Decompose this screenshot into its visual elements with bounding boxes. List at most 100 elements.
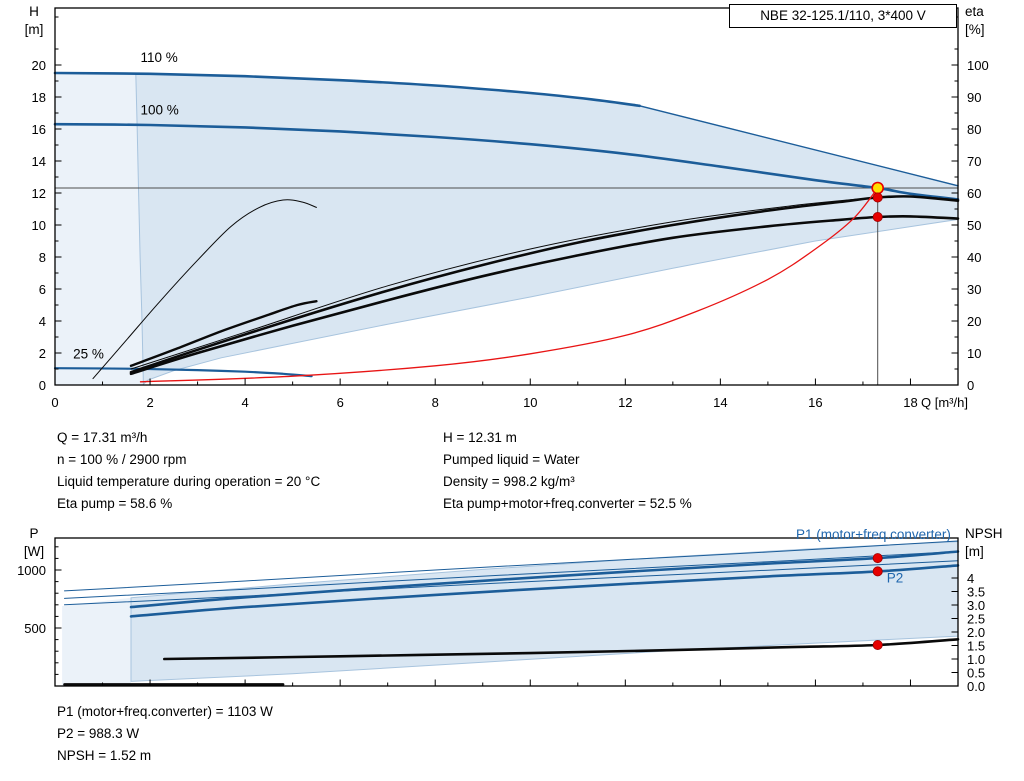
svg-text:1.5: 1.5 xyxy=(967,638,985,653)
svg-text:20: 20 xyxy=(32,58,46,73)
power-results: P1 (motor+freq.converter) = 1103 W P2 = … xyxy=(57,701,273,767)
svg-text:1.0: 1.0 xyxy=(967,652,985,667)
svg-text:18: 18 xyxy=(903,395,917,410)
svg-text:10: 10 xyxy=(967,346,981,361)
q-axis-label: Q [m³/h] xyxy=(921,395,968,410)
p2-curve xyxy=(129,564,960,618)
svg-text:90: 90 xyxy=(967,90,981,105)
duty-point[interactable] xyxy=(871,181,885,195)
svg-text:6: 6 xyxy=(39,282,46,297)
h-axis-name: H xyxy=(29,4,39,19)
npsh-axis-title: NPSH [m] xyxy=(965,525,1003,561)
qh-plot-border xyxy=(54,7,959,386)
svg-text:3.5: 3.5 xyxy=(967,584,985,599)
npsh-point[interactable] xyxy=(872,640,883,651)
result-p2: P2 = 988.3 W xyxy=(57,726,140,741)
svg-text:4: 4 xyxy=(967,571,974,586)
speed-25-curve xyxy=(53,367,313,378)
power-npsh-tick-labels: 500 1000 0.00.51.01.52.02.53.03.54 xyxy=(17,563,985,694)
power-envelope xyxy=(130,541,959,682)
duty-details-right: H = 12.31 m Pumped liquid = Water Densit… xyxy=(443,427,692,515)
svg-text:8: 8 xyxy=(432,395,439,410)
npsh-axis-unit: [m] xyxy=(965,544,984,559)
svg-text:8: 8 xyxy=(39,250,46,265)
label-p1: P1 (motor+freq.converter) xyxy=(796,527,951,542)
svg-text:10: 10 xyxy=(523,395,537,410)
svg-text:70: 70 xyxy=(967,154,981,169)
power-envelope-light xyxy=(62,597,131,686)
detail-eta-pump: Eta pump = 58.6 % xyxy=(57,496,173,511)
svg-text:500: 500 xyxy=(24,621,46,636)
detail-speed: n = 100 % / 2900 rpm xyxy=(57,452,187,467)
npsh-curve xyxy=(163,638,960,661)
eta-partload-thick xyxy=(129,300,318,367)
svg-text:0: 0 xyxy=(39,378,46,393)
pump-designation: NBE 32-125.1/110, 3*400 V xyxy=(760,8,926,23)
svg-text:12: 12 xyxy=(618,395,632,410)
detail-eta-total: Eta pump+motor+freq.converter = 52.5 % xyxy=(443,496,692,511)
svg-text:12: 12 xyxy=(32,186,46,201)
power-limit-line xyxy=(638,105,959,187)
qh-tick-labels: 0 2 4 6 8 10 12 14 16 18 Q [m³/h] 0 2 4 6 8 10 12 14 16 18 20… xyxy=(32,58,989,410)
eta-axis-name: eta xyxy=(965,4,984,19)
npsh-axis-name: NPSH xyxy=(965,526,1003,541)
detail-flow: Q = 17.31 m³/h xyxy=(57,430,148,445)
svg-text:80: 80 xyxy=(967,122,981,137)
svg-text:16: 16 xyxy=(808,395,822,410)
eta-partload-arc xyxy=(92,199,317,380)
eta-pump-point[interactable] xyxy=(872,192,883,203)
p-axis-name: P xyxy=(29,526,39,541)
svg-text:14: 14 xyxy=(32,154,46,169)
h-axis-title: H [m] xyxy=(13,3,55,39)
svg-text:2: 2 xyxy=(146,395,153,410)
eta-total-point[interactable] xyxy=(872,211,883,222)
svg-text:30: 30 xyxy=(967,282,981,297)
p-thin-lower xyxy=(64,560,959,606)
p1-point[interactable] xyxy=(872,553,883,564)
detail-density: Density = 998.2 kg/m³ xyxy=(443,474,575,489)
svg-text:100: 100 xyxy=(967,58,989,73)
qh-chart[interactable]: 0 2 4 6 8 10 12 14 16 18 Q [m³/h] 0 2 4 6 8 10 12 14 16 18 20… xyxy=(32,7,989,410)
svg-text:2.5: 2.5 xyxy=(967,611,985,626)
power-npsh-chart[interactable]: 500 1000 0.00.51.01.52.02.53.03.54 P1 (moto… xyxy=(17,527,985,694)
svg-text:3.0: 3.0 xyxy=(967,598,985,613)
label-25-percent: 25 % xyxy=(73,347,104,362)
svg-text:0: 0 xyxy=(51,395,58,410)
svg-text:6: 6 xyxy=(337,395,344,410)
p1-envelope-top xyxy=(64,540,959,592)
label-p2: P2 xyxy=(887,570,904,585)
svg-text:10: 10 xyxy=(32,218,46,233)
qh-axis-ticks xyxy=(54,16,958,386)
svg-text:60: 60 xyxy=(967,186,981,201)
detail-pumped-liquid: Pumped liquid = Water xyxy=(443,452,580,467)
svg-text:40: 40 xyxy=(967,250,981,265)
power-npsh-axis-ticks xyxy=(54,546,958,687)
eta-axis-unit: [%] xyxy=(965,22,985,37)
detail-liquid-temperature: Liquid temperature during operation = 20… xyxy=(57,474,321,489)
eta-axis-title: eta [%] xyxy=(965,3,985,39)
label-110-percent: 110 % xyxy=(141,50,178,65)
svg-text:14: 14 xyxy=(713,395,727,410)
p2-point[interactable] xyxy=(872,566,883,577)
svg-text:16: 16 xyxy=(32,122,46,137)
result-p1: P1 (motor+freq.converter) = 1103 W xyxy=(57,704,273,719)
svg-text:0.5: 0.5 xyxy=(967,665,985,680)
svg-text:50: 50 xyxy=(967,218,981,233)
pump-designation-box: NBE 32-125.1/110, 3*400 V xyxy=(729,4,957,28)
svg-text:18: 18 xyxy=(32,90,46,105)
p-axis-unit: [W] xyxy=(23,544,45,559)
label-100-percent: 100 % xyxy=(141,103,179,118)
speed-110-curve xyxy=(53,71,641,108)
svg-text:2: 2 xyxy=(39,346,46,361)
operating-envelope-light xyxy=(55,73,144,386)
control-curve xyxy=(139,187,879,383)
svg-text:1000: 1000 xyxy=(17,563,46,578)
svg-text:0: 0 xyxy=(967,378,974,393)
result-npsh: NPSH = 1.52 m xyxy=(57,748,152,763)
svg-text:4: 4 xyxy=(39,314,46,329)
p-axis-title: P [W] xyxy=(13,525,55,561)
p1-curve xyxy=(129,550,960,609)
p-thin-middle xyxy=(64,551,959,599)
svg-text:20: 20 xyxy=(967,314,981,329)
